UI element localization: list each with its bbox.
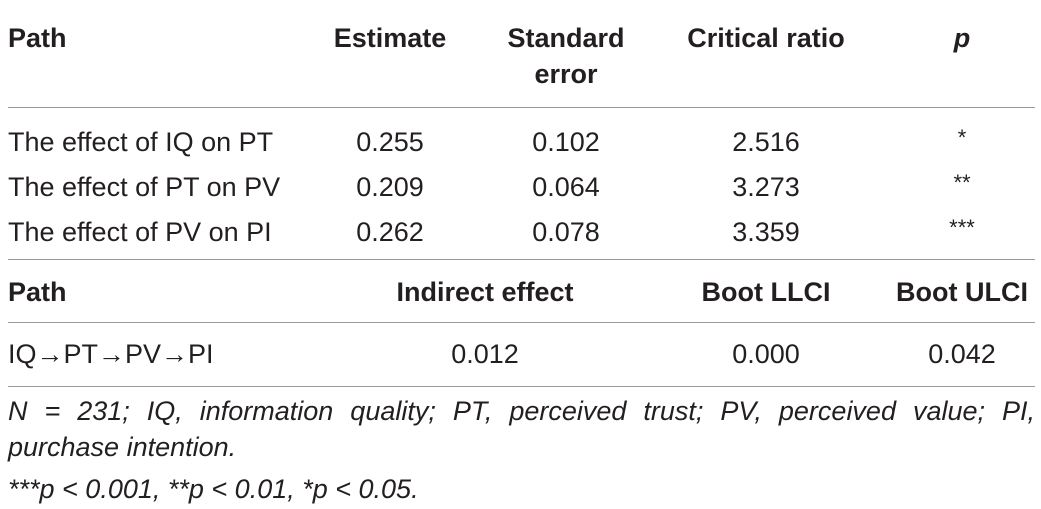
- header-indirect-effect: Indirect effect: [396, 277, 574, 307]
- header-critical-ratio: Critical ratio: [687, 23, 845, 53]
- row-p: **: [953, 170, 971, 195]
- row2-path: IQ→PT→PV→PI: [8, 339, 214, 369]
- header-path: Path: [8, 23, 67, 53]
- table-row: IQ→PT→PV→PI 0.012 0.000 0.042: [8, 323, 1035, 386]
- row-estimate: 0.209: [356, 172, 424, 202]
- table-row: The effect of PV on PI 0.262 0.078 3.359…: [8, 210, 1035, 255]
- table1-header-row: Path Estimate Standard error Critical ra…: [8, 0, 1035, 107]
- header-standard: Standard: [507, 23, 625, 53]
- header-estimate: Estimate: [333, 23, 447, 53]
- header-boot-ulci: Boot ULCI: [896, 277, 1028, 307]
- header-error: error: [534, 59, 598, 89]
- header2-path: Path: [8, 277, 67, 307]
- row-estimate: 0.255: [356, 127, 424, 157]
- row-path: The effect of PV on PI: [8, 217, 272, 247]
- table2-bottom-rule: [8, 386, 1035, 387]
- row-se: 0.102: [532, 127, 600, 157]
- row2-llci: 0.000: [732, 339, 800, 369]
- row-se: 0.064: [532, 172, 600, 202]
- table1-header-rule: [8, 107, 1035, 108]
- table-footnotes: N = 231; IQ, information quality; PT, pe…: [8, 387, 1035, 507]
- row-p: *: [957, 125, 967, 150]
- row-cr: 3.273: [732, 172, 800, 202]
- row2-ulci: 0.042: [928, 339, 996, 369]
- table1-bottom-rule: [8, 259, 1035, 260]
- table2-header-rule: [8, 322, 1035, 323]
- table-row: The effect of IQ on PT 0.255 0.102 2.516…: [8, 120, 1035, 165]
- table-row: The effect of PT on PV 0.209 0.064 3.273…: [8, 165, 1035, 210]
- footnote-abbreviations: N = 231; IQ, information quality; PT, pe…: [8, 396, 1035, 462]
- row-cr: 3.359: [732, 217, 800, 247]
- row-path: The effect of PT on PV: [8, 172, 281, 202]
- row-path: The effect of IQ on PT: [8, 127, 274, 157]
- row-p: ***: [949, 215, 975, 240]
- header-boot-llci: Boot LLCI: [701, 277, 831, 307]
- row-cr: 2.516: [732, 127, 800, 157]
- row-se: 0.078: [532, 217, 600, 247]
- results-table: Path Estimate Standard error Critical ra…: [8, 0, 1035, 507]
- table2-header-row: Path Indirect effect Boot LLCI Boot ULCI: [8, 260, 1035, 322]
- header-p: p: [953, 23, 971, 53]
- row2-indirect: 0.012: [451, 339, 519, 369]
- row-estimate: 0.262: [356, 217, 424, 247]
- footnote-significance: ***p < 0.001, **p < 0.01, *p < 0.05.: [8, 474, 419, 504]
